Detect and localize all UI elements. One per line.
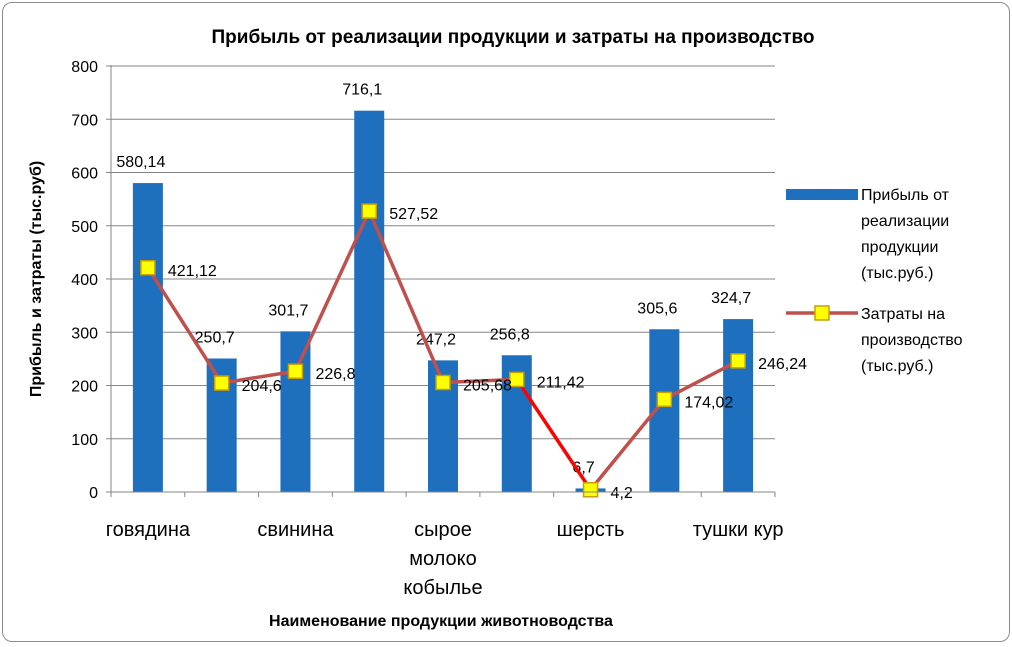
bar-data-label: 305,6 — [637, 300, 677, 317]
x-axis-title: Наименование продукции животноводства — [269, 613, 613, 630]
legend-label-bars: реализации — [861, 213, 949, 230]
y-tick-label: 300 — [71, 325, 98, 342]
bar — [280, 331, 311, 492]
x-category-label: говядина — [106, 519, 191, 541]
line-segment — [219, 369, 298, 385]
y-tick-label: 800 — [71, 59, 98, 76]
line-marker — [509, 371, 525, 388]
bar-data-label: 301,7 — [268, 302, 308, 319]
x-category-label: сырое — [414, 519, 472, 541]
line-segment — [588, 397, 667, 492]
y-tick-label: 500 — [71, 219, 98, 236]
line-marker — [656, 391, 673, 408]
line-data-label: 204,6 — [242, 378, 282, 395]
bar-data-label: 250,7 — [195, 330, 235, 347]
line-segment — [662, 359, 740, 402]
line-data-label: 421,12 — [168, 263, 217, 280]
legend: Прибыль от реализации продукции (тыс.руб.) З… — [786, 187, 963, 375]
line-data-label: 174,02 — [684, 394, 733, 411]
bar — [723, 319, 754, 492]
x-category-label: тушки кур — [693, 519, 784, 541]
line-marker — [213, 375, 230, 391]
bar-data-label: 324,7 — [711, 290, 751, 307]
line-data-label: 226,8 — [315, 366, 355, 383]
line-data-label: 4,2 — [611, 485, 633, 502]
bar-data-label: 256,8 — [490, 326, 530, 343]
y-axis-ticks: 0 100 200 300 400 500 600 700 800 — [71, 59, 776, 502]
line-series — [140, 203, 746, 498]
legend-swatch-bars — [786, 189, 858, 200]
line-segment — [146, 266, 224, 385]
bar-data-label: 716,1 — [342, 82, 382, 99]
line-data-label: 246,24 — [758, 356, 807, 373]
line-marker — [287, 363, 304, 379]
line-marker — [435, 374, 451, 391]
chart-svg: Прибыль от реализации продукции и затрат… — [28, 27, 963, 630]
line-segment — [367, 209, 445, 385]
x-category-label: свинина — [257, 519, 334, 541]
bar — [132, 183, 163, 493]
line-data-labels: 421,12 204,6 226,8 527,52 205,68 211,42 4,2 174… — [168, 206, 807, 502]
x-category-label: кобылье — [403, 577, 482, 599]
line-data-label: 211,42 — [537, 374, 585, 391]
legend-label-line: (тыс.руб.) — [861, 358, 933, 375]
legend-label-bars: (тыс.руб.) — [861, 265, 933, 282]
y-tick-label: 100 — [71, 432, 98, 449]
legend-label-bars: продукции — [861, 239, 938, 256]
line-marker — [730, 353, 746, 369]
y-tick-label: 200 — [71, 379, 98, 396]
x-category-label: шерсть — [557, 519, 625, 541]
legend-label-bars: Прибыль от — [861, 187, 950, 204]
bar-data-label: 580,14 — [116, 154, 165, 171]
line-marker — [582, 482, 599, 498]
line-segment — [441, 377, 519, 385]
line-marker — [140, 260, 156, 276]
legend-label-line: производство — [861, 332, 963, 349]
y-tick-label: 700 — [71, 112, 98, 129]
legend-label-line: Затраты на — [861, 306, 945, 323]
chart-title: Прибыль от реализации продукции и затрат… — [212, 27, 815, 48]
y-tick-label: 0 — [89, 485, 98, 502]
line-segment — [515, 377, 593, 492]
bar — [354, 110, 385, 492]
x-category-label: молоко — [409, 548, 477, 570]
y-axis-title: Прибыль и затраты (тыс.руб) — [28, 161, 45, 397]
line-data-label: 205,68 — [463, 377, 512, 394]
line-marker — [361, 203, 377, 219]
y-tick-label: 400 — [71, 272, 98, 289]
y-tick-label: 600 — [71, 166, 98, 183]
line-segment — [293, 209, 371, 373]
line-data-label: 527,52 — [389, 206, 438, 223]
legend-marker-line — [814, 305, 830, 321]
x-axis-categories: говядина свинина сырое молоко кобылье шерсть т… — [106, 519, 784, 599]
